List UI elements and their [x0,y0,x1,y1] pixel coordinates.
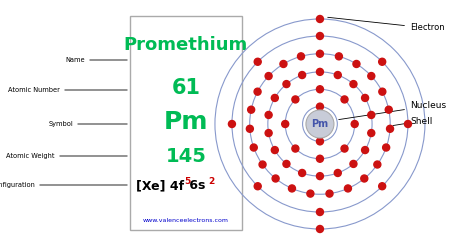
Circle shape [383,144,390,151]
Text: 61: 61 [172,78,201,98]
Circle shape [353,61,360,67]
Circle shape [292,96,299,103]
Text: 145: 145 [165,147,207,165]
Circle shape [254,183,261,190]
Circle shape [317,155,323,162]
Circle shape [368,111,375,119]
Circle shape [334,71,341,79]
Text: Atomic Weight: Atomic Weight [7,153,55,159]
Circle shape [317,68,323,75]
Text: 6s: 6s [185,179,205,192]
Circle shape [385,106,392,113]
Text: Pm: Pm [311,119,328,129]
Text: [Xe] 4f: [Xe] 4f [136,179,184,192]
Circle shape [317,15,323,23]
Bar [130,16,242,230]
Circle shape [341,96,348,103]
Circle shape [317,138,323,145]
Circle shape [280,61,287,67]
Circle shape [345,185,351,192]
Circle shape [246,125,254,132]
Circle shape [404,121,411,127]
Circle shape [362,94,369,101]
Circle shape [317,173,323,180]
Circle shape [306,110,334,138]
Circle shape [341,145,348,152]
Circle shape [379,183,386,190]
Text: Nucleus: Nucleus [339,101,446,120]
Text: Shell: Shell [393,117,432,125]
Circle shape [334,169,341,177]
Circle shape [254,58,261,65]
Circle shape [326,190,333,197]
Circle shape [368,129,375,137]
Circle shape [317,103,323,110]
Circle shape [271,94,278,101]
Circle shape [350,160,357,167]
Circle shape [282,121,289,127]
Circle shape [336,53,342,60]
Text: Name: Name [65,57,85,63]
Circle shape [283,160,290,167]
Text: Electron: Electron [328,17,445,32]
Circle shape [350,81,357,88]
Circle shape [298,53,304,60]
Circle shape [317,50,323,57]
Circle shape [283,81,290,88]
Circle shape [299,169,306,177]
Circle shape [259,161,266,168]
Circle shape [250,144,257,151]
Circle shape [317,225,323,233]
Circle shape [299,71,306,79]
Circle shape [386,125,393,132]
Circle shape [265,111,272,119]
Text: Atomic Number: Atomic Number [8,87,60,93]
Text: Pm: Pm [164,110,208,134]
Circle shape [265,73,272,80]
Circle shape [228,121,236,127]
Circle shape [368,73,375,80]
Circle shape [289,185,295,192]
Circle shape [265,129,272,137]
Circle shape [362,147,369,154]
Text: 5: 5 [184,177,190,186]
Circle shape [317,209,323,216]
Circle shape [292,145,299,152]
Circle shape [247,106,255,113]
Text: www.valenceelectrons.com: www.valenceelectrons.com [143,217,229,222]
Circle shape [317,32,323,39]
Circle shape [379,58,386,65]
Circle shape [379,88,386,95]
Circle shape [307,190,314,197]
Text: Symbol: Symbol [48,121,73,127]
Circle shape [374,161,381,168]
Text: Electron configuration: Electron configuration [0,182,35,188]
Text: Promethium: Promethium [124,36,248,54]
Circle shape [361,175,368,182]
Circle shape [254,88,261,95]
Circle shape [271,147,278,154]
Circle shape [317,86,323,93]
Circle shape [272,175,279,182]
Text: 2: 2 [208,177,214,186]
Circle shape [351,121,358,127]
